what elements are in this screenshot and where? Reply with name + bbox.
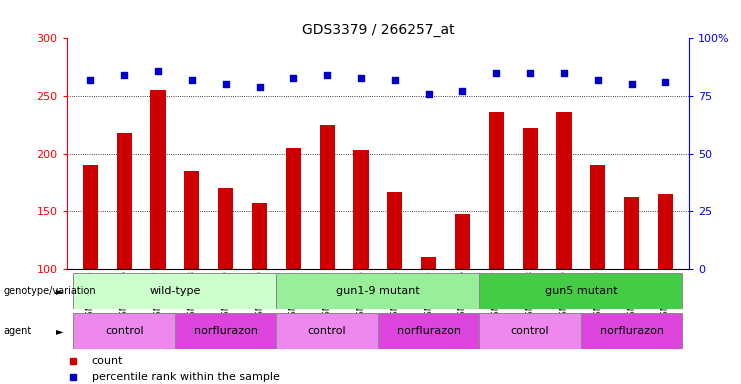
Text: count: count bbox=[92, 356, 123, 366]
Point bbox=[592, 77, 604, 83]
Text: norflurazon: norflurazon bbox=[193, 326, 258, 336]
Bar bbox=[556, 112, 571, 269]
Point bbox=[491, 70, 502, 76]
Point bbox=[524, 70, 536, 76]
Point bbox=[84, 77, 96, 83]
Text: control: control bbox=[308, 326, 347, 336]
Point bbox=[659, 79, 671, 85]
Bar bbox=[73, 313, 175, 349]
Bar bbox=[185, 171, 199, 269]
Text: ►: ► bbox=[56, 286, 63, 296]
Point bbox=[253, 84, 265, 90]
Point bbox=[322, 72, 333, 78]
Bar bbox=[489, 112, 504, 269]
Text: control: control bbox=[511, 326, 549, 336]
Bar bbox=[252, 203, 267, 269]
Bar bbox=[378, 313, 479, 349]
Text: percentile rank within the sample: percentile rank within the sample bbox=[92, 372, 279, 382]
Point bbox=[119, 72, 130, 78]
Bar bbox=[421, 257, 436, 269]
Bar bbox=[319, 125, 335, 269]
Bar bbox=[353, 150, 368, 269]
Text: norflurazon: norflurazon bbox=[599, 326, 664, 336]
Text: agent: agent bbox=[4, 326, 32, 336]
Point bbox=[355, 74, 367, 81]
Bar bbox=[522, 128, 538, 269]
Bar bbox=[658, 194, 673, 269]
Bar bbox=[388, 192, 402, 269]
Bar bbox=[455, 214, 470, 269]
Bar bbox=[218, 188, 233, 269]
Bar bbox=[73, 273, 276, 309]
Point bbox=[220, 81, 232, 88]
Bar bbox=[175, 313, 276, 349]
Point bbox=[422, 91, 434, 97]
Point bbox=[456, 88, 468, 94]
Bar bbox=[116, 133, 132, 269]
Bar bbox=[479, 313, 581, 349]
Text: gun1-9 mutant: gun1-9 mutant bbox=[336, 286, 420, 296]
Bar bbox=[276, 313, 378, 349]
Text: wild-type: wild-type bbox=[149, 286, 201, 296]
Text: genotype/variation: genotype/variation bbox=[4, 286, 96, 296]
Bar bbox=[479, 273, 682, 309]
Bar bbox=[286, 148, 301, 269]
Bar bbox=[624, 197, 639, 269]
Bar bbox=[581, 313, 682, 349]
Text: control: control bbox=[105, 326, 144, 336]
Text: ►: ► bbox=[56, 326, 63, 336]
Point bbox=[152, 68, 164, 74]
Bar bbox=[590, 165, 605, 269]
Bar bbox=[150, 90, 166, 269]
Point bbox=[558, 70, 570, 76]
Point bbox=[389, 77, 401, 83]
Point bbox=[625, 81, 637, 88]
Title: GDS3379 / 266257_at: GDS3379 / 266257_at bbox=[302, 23, 454, 37]
Point bbox=[288, 74, 299, 81]
Bar bbox=[276, 273, 479, 309]
Bar bbox=[83, 165, 98, 269]
Text: norflurazon: norflurazon bbox=[396, 326, 461, 336]
Text: gun5 mutant: gun5 mutant bbox=[545, 286, 617, 296]
Point bbox=[186, 77, 198, 83]
